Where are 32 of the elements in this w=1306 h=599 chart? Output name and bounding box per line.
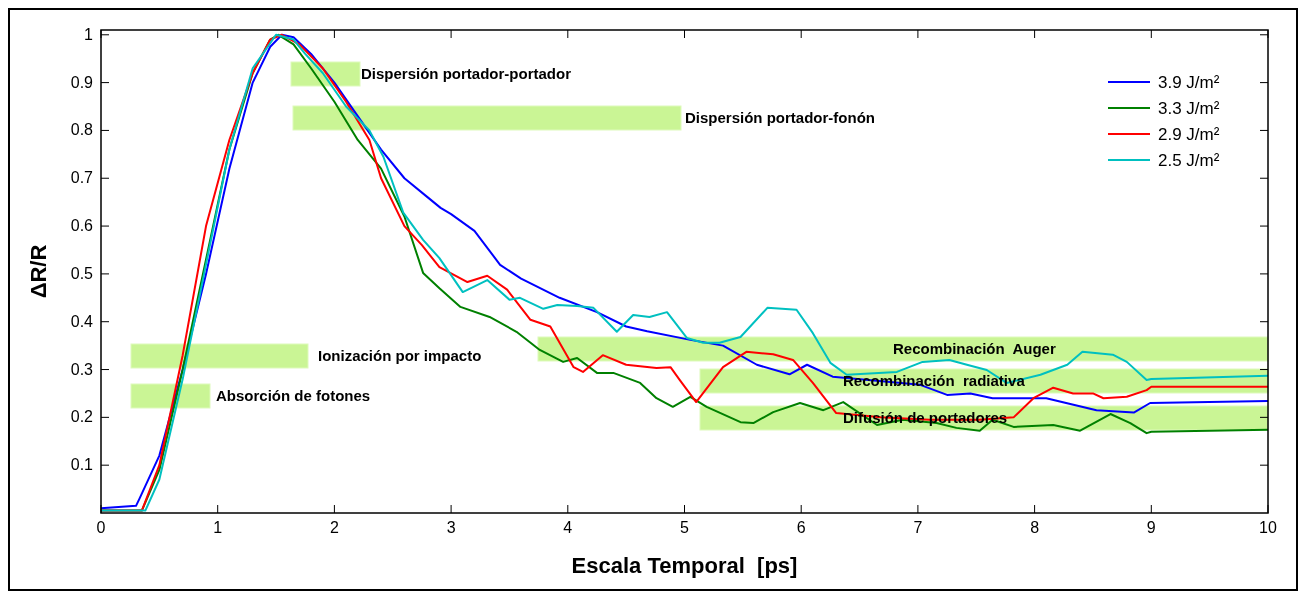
x-tick-label: 3 bbox=[446, 519, 456, 536]
x-tick-label: 2 bbox=[329, 519, 339, 536]
annotation: Absorción de fotones bbox=[216, 387, 371, 404]
y-tick-label: 0.3 bbox=[70, 360, 94, 378]
y-axis-title: ΔR/R bbox=[26, 244, 51, 299]
x-tick-label: 6 bbox=[796, 519, 806, 536]
y-tick-label: 1 bbox=[84, 25, 94, 43]
annotation: Dispersión portador-portador bbox=[361, 65, 572, 82]
x-tick-label: 10 bbox=[1259, 519, 1277, 536]
x-tick-label: 4 bbox=[563, 519, 573, 536]
annotation: Recombinación Auger bbox=[893, 340, 1056, 357]
legend-label: 2.9 J/m² bbox=[1158, 125, 1220, 144]
y-tick-label: 0.4 bbox=[70, 312, 94, 330]
y-tick-label: 0.9 bbox=[70, 73, 94, 91]
x-tick-label: 9 bbox=[1146, 519, 1156, 536]
x-tick-label: 8 bbox=[1030, 519, 1040, 536]
legend-label: 3.3 J/m² bbox=[1158, 99, 1220, 118]
y-tick-label: 0.6 bbox=[70, 217, 94, 235]
y-tick-label: 0.1 bbox=[70, 456, 94, 474]
annotation: Ionización por impacto bbox=[318, 347, 482, 364]
y-tick-label: 0.8 bbox=[70, 121, 94, 139]
x-tick-label: 5 bbox=[680, 519, 690, 536]
x-axis-title: Escala Temporal [ps] bbox=[571, 553, 798, 578]
annotation: Dispersión portador-fonón bbox=[685, 109, 875, 126]
y-tick-label: 0.5 bbox=[70, 264, 94, 282]
y-tick-label: 0.2 bbox=[70, 408, 94, 426]
y-tick-label: 0.7 bbox=[70, 169, 94, 187]
legend-label: 3.9 J/m² bbox=[1158, 73, 1220, 92]
x-tick-label: 0 bbox=[96, 519, 106, 536]
x-tick-label: 1 bbox=[213, 519, 223, 536]
x-tick-label: 7 bbox=[913, 519, 923, 536]
legend-label: 2.5 J/m² bbox=[1158, 151, 1220, 170]
